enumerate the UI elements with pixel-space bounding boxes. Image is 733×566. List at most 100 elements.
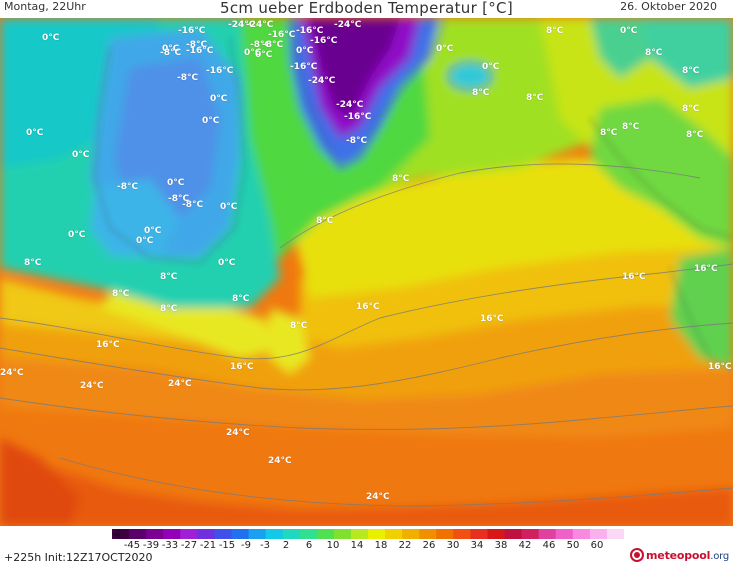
temperature-label: 8°C	[686, 130, 704, 140]
temperature-label: 0°C	[220, 202, 238, 212]
colorbar-swatch	[333, 529, 352, 539]
colorbar-swatch	[589, 529, 608, 539]
colorbar-tick-label: 6	[305, 540, 313, 551]
temperature-label: 0°C	[136, 236, 154, 246]
colorbar-tick-label: 18	[374, 540, 388, 551]
temperature-label: -16°C	[206, 66, 234, 76]
colorbar-swatch	[504, 529, 523, 539]
colorbar-tick-label: 30	[446, 540, 460, 551]
temperature-label: 0°C	[167, 178, 185, 188]
colorbar-swatch	[385, 529, 403, 539]
colorbar-swatch	[606, 529, 624, 539]
colorbar-swatch	[299, 529, 318, 539]
colorbar-swatch	[555, 529, 574, 539]
colorbar-swatch	[180, 529, 198, 539]
colorbar-swatch	[487, 529, 506, 539]
temperature-label: 16°C	[356, 302, 380, 312]
temperature-label: 0°C	[202, 116, 220, 126]
forecast-valid-time: Montag, 22Uhr	[4, 0, 86, 13]
colorbar-swatch	[521, 529, 540, 539]
colorbar-swatch	[197, 529, 215, 539]
temperature-label: -8°C	[182, 200, 204, 210]
temperature-label: 8°C	[112, 289, 130, 299]
colorbar-swatch	[214, 529, 233, 539]
colorbar-tick-label: -21	[199, 540, 217, 551]
temperature-label: 0°C	[482, 62, 500, 72]
temperature-label: 0°C	[72, 150, 90, 160]
temperature-label: 8°C	[600, 128, 618, 138]
meteopool-logo-icon	[630, 548, 645, 562]
temperature-label: 8°C	[682, 104, 700, 114]
colorbar-tick-label: 14	[350, 540, 364, 551]
temperature-label: -24°C	[334, 20, 362, 30]
temperature-label: 0°C	[436, 44, 454, 54]
temperature-label: -8°C	[160, 48, 182, 58]
colorbar-swatch	[419, 529, 437, 539]
temperature-label: -24°C	[336, 100, 364, 110]
temperature-label: 8°C	[24, 258, 42, 268]
temperature-label: 8°C	[392, 174, 410, 184]
temperature-label: 0°C	[244, 48, 262, 58]
colorbar-tick-label: 60	[590, 540, 604, 551]
colorbar-tick-label: 46	[542, 540, 556, 551]
colorbar-tick-label: 34	[470, 540, 484, 551]
temperature-colorbar	[112, 529, 624, 539]
temperature-label: 8°C	[316, 216, 334, 226]
colorbar-tick-label: -45	[123, 540, 141, 551]
temperature-label: -8°C	[346, 136, 368, 146]
temperature-label: 8°C	[622, 122, 640, 132]
temperature-label: -8°C	[262, 40, 284, 50]
colorbar-swatch	[282, 529, 301, 539]
temperature-label: 8°C	[232, 294, 250, 304]
colorbar-tick-label: 38	[494, 540, 508, 551]
temperature-label: -16°C	[296, 26, 324, 36]
temperature-label: 0°C	[296, 46, 314, 56]
colorbar-tick-label: -15	[218, 540, 236, 551]
colorbar-swatch	[248, 529, 267, 539]
colorbar-swatch	[231, 529, 250, 539]
colorbar-swatch	[453, 529, 471, 539]
colorbar-tick-label: -39	[142, 540, 160, 551]
temperature-label: 0°C	[620, 26, 638, 36]
colorbar-swatch	[436, 529, 454, 539]
temperature-label: 8°C	[682, 66, 700, 76]
colorbar-tick-label: 2	[282, 540, 290, 551]
temperature-label: -8°C	[177, 73, 199, 83]
forecast-init-info: +225h Init:12Z17OCT2020	[4, 551, 153, 564]
colorbar-swatch	[350, 529, 369, 539]
colorbar-swatch	[265, 529, 284, 539]
temperature-label: 8°C	[290, 321, 308, 331]
temperature-label: -8°C	[168, 194, 190, 204]
temperature-label: 0°C	[42, 33, 60, 43]
temperature-label: 8°C	[160, 272, 178, 282]
temperature-label: -16°C	[178, 26, 206, 36]
colorbar-ticks: -45 -39 -33 -27 -21 -15 -9 -3 2 6 10 14 18 22 26 30 34 38…	[0, 540, 733, 552]
temperature-label: -24°C	[228, 20, 256, 30]
colorbar-swatch	[470, 529, 489, 539]
colorbar-swatch	[402, 529, 420, 539]
temperature-label: 8°C	[160, 304, 178, 314]
colorbar-swatch	[538, 529, 557, 539]
colorbar-swatch	[572, 529, 591, 539]
temperature-label: 16°C	[230, 362, 254, 372]
header: Montag, 22Uhr 5cm ueber Erdboden Tempera…	[0, 0, 733, 18]
colorbar-swatch	[163, 529, 181, 539]
temperature-label: -16°C	[186, 46, 214, 56]
temperature-map: 0°C -16°C -24°C -16°C -24°C -24°C 8°C 0°C 0°C -8°…	[0, 18, 733, 526]
temperature-label: 0°C	[68, 230, 86, 240]
temperature-label: 0°C	[144, 226, 162, 236]
temperature-label: -24°C	[308, 76, 336, 86]
colorbar-tick-label: 22	[398, 540, 412, 551]
colorbar-tick-label: 50	[566, 540, 580, 551]
temperature-label: -16°C	[310, 36, 338, 46]
temperature-label: 8°C	[645, 48, 663, 58]
temperature-label: 16°C	[96, 340, 120, 350]
temperature-label: 8°C	[472, 88, 490, 98]
temperature-label: 16°C	[480, 314, 504, 324]
colorbar-tick-label: -9	[241, 540, 251, 551]
colorbar-swatch	[368, 529, 386, 539]
temperature-label: -8°C	[250, 40, 272, 50]
temperature-label: 0°C	[255, 50, 273, 60]
temperature-label: 24°C	[80, 381, 104, 391]
colorbar-tick-label: -27	[180, 540, 198, 551]
